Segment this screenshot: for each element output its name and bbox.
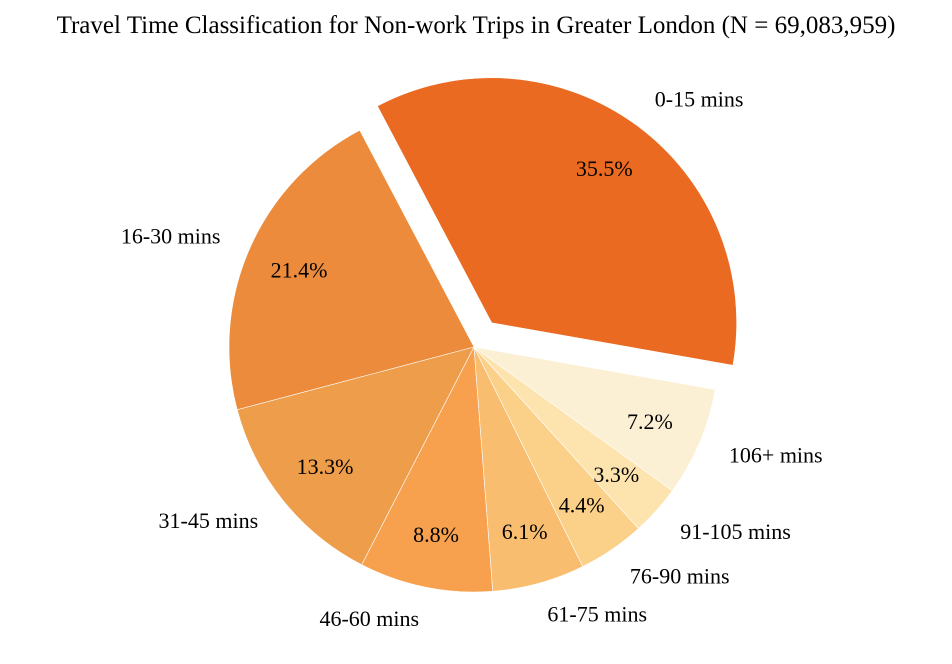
pie-slice-16-30-mins [228,129,475,411]
pie-percent-label: 13.3% [297,454,354,479]
pie-category-label: 31-45 mins [159,508,259,533]
pie-labels: 35.5% 0-15 mins 21.4% 16-30 mins 13.3% 31-45 … [121,87,823,631]
pie-category-label: 46-60 mins [319,606,419,631]
pie-percent-label: 3.3% [593,462,639,487]
pie-category-label: 106+ mins [729,442,823,467]
pie-slice-106-mins [473,346,716,492]
pie-percent-label: 21.4% [271,258,328,283]
pie-slice-31-45-mins [236,346,475,566]
pie-category-label: 76-90 mins [630,563,730,588]
chart-title: Travel Time Classification for Non-work … [57,12,896,39]
pie-slice-0-15-mins [377,77,737,366]
pie-slice-46-60-mins [361,345,494,593]
pie-percent-label: 4.4% [559,492,605,517]
pie-category-label: 16-30 mins [121,223,221,248]
pie-percent-label: 7.2% [627,409,673,434]
pie-category-label: 91-105 mins [680,519,791,544]
pie-category-label: 0-15 mins [655,87,744,112]
pie-percent-label: 35.5% [576,156,633,181]
pie-percent-label: 6.1% [502,519,548,544]
pie-percent-label: 8.8% [413,522,459,547]
pie-slices [228,77,737,593]
pie-category-label: 61-75 mins [547,601,647,626]
